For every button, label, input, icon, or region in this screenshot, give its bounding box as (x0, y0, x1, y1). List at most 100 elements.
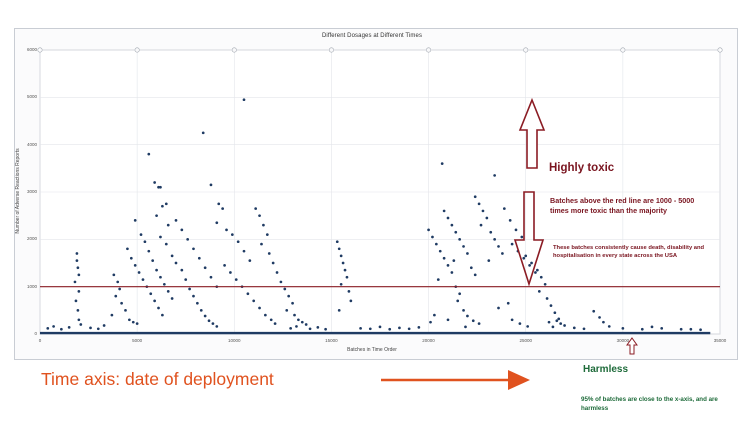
data-point (349, 299, 353, 303)
data-point (650, 325, 654, 329)
data-point (434, 242, 438, 246)
data-point (217, 202, 221, 206)
data-point (60, 327, 63, 331)
data-point (225, 228, 228, 232)
data-point (335, 240, 339, 244)
data-point (339, 254, 343, 258)
data-point (116, 280, 120, 284)
data-point (197, 256, 201, 260)
data-point (487, 259, 491, 262)
data-point (149, 292, 153, 296)
x-tick-label: 5000 (132, 338, 143, 343)
data-point (526, 325, 530, 328)
data-point (660, 326, 664, 330)
data-point (128, 318, 131, 322)
data-point (159, 185, 162, 189)
data-point (186, 237, 190, 241)
data-point (275, 271, 279, 274)
data-point (159, 235, 162, 239)
data-point (534, 271, 537, 274)
data-point (368, 327, 372, 331)
data-point (230, 233, 234, 236)
data-point (458, 237, 462, 241)
data-point (450, 271, 454, 274)
data-point (477, 322, 481, 325)
data-point (102, 324, 106, 327)
y-tick-label: 1000 (26, 283, 37, 289)
data-point (446, 264, 450, 267)
data-point (279, 280, 283, 284)
data-point (545, 297, 549, 300)
data-point (46, 326, 50, 330)
data-point (180, 268, 184, 272)
data-point (74, 299, 78, 303)
data-point (572, 326, 576, 330)
data-point (262, 223, 265, 227)
x-tick-label: 15000 (325, 338, 338, 343)
data-point (438, 249, 442, 253)
data-point (174, 261, 178, 265)
data-point (337, 247, 341, 251)
data-point (316, 326, 320, 329)
data-point (485, 216, 489, 220)
data-point (388, 327, 392, 331)
data-point (291, 301, 294, 305)
data-point (273, 322, 277, 325)
data-point (242, 98, 246, 102)
data-point (454, 230, 458, 234)
data-point (161, 204, 164, 208)
data-point (133, 264, 137, 267)
data-point (137, 271, 141, 274)
data-point (359, 326, 362, 330)
y-tick-label: 0 (34, 331, 37, 336)
data-point (75, 259, 79, 262)
data-point (229, 271, 232, 274)
data-point (120, 301, 123, 305)
data-point (295, 325, 298, 328)
data-point (52, 325, 55, 328)
data-point (297, 318, 300, 322)
y-tick-label: 4000 (26, 141, 37, 147)
data-point (446, 318, 450, 322)
data-point (442, 209, 446, 213)
data-point (345, 275, 349, 279)
data-point (506, 301, 510, 305)
data-point (407, 327, 411, 331)
data-point (135, 322, 139, 325)
data-point (429, 320, 432, 324)
data-point (76, 308, 80, 312)
data-point (497, 306, 500, 310)
data-point (159, 275, 162, 279)
data-point (170, 297, 174, 300)
data-point (621, 326, 625, 330)
data-point (76, 266, 80, 270)
data-point (493, 174, 496, 177)
data-point (89, 326, 92, 330)
data-point (347, 290, 351, 293)
data-point (126, 247, 129, 251)
data-point (188, 287, 191, 291)
data-point (79, 323, 83, 326)
data-point (501, 252, 504, 255)
data-point (174, 219, 178, 222)
data-point (440, 162, 444, 165)
data-point (450, 223, 454, 227)
annotation-time-axis: Time axis: date of deployment (41, 369, 274, 389)
data-point (254, 207, 258, 210)
data-point (166, 290, 170, 293)
data-point (242, 249, 246, 253)
data-point (67, 326, 71, 329)
data-point (258, 306, 261, 310)
data-point (236, 240, 240, 244)
x-tick-label: 20000 (422, 338, 435, 343)
y-tick-label: 6000 (26, 47, 37, 52)
data-point (112, 273, 116, 277)
data-point (114, 294, 118, 298)
data-point (283, 287, 287, 291)
data-point (215, 325, 219, 328)
data-point (502, 207, 506, 210)
data-point (223, 264, 226, 267)
data-point (471, 319, 475, 323)
